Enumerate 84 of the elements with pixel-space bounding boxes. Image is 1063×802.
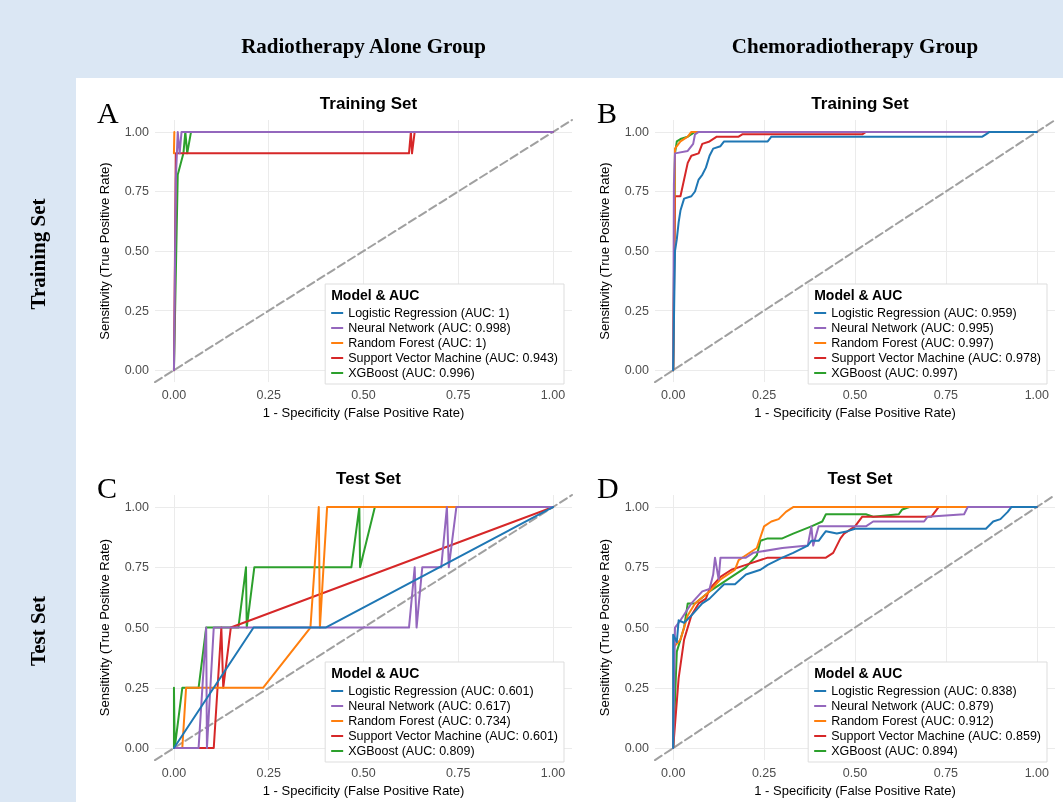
x-tick-label: 0.25	[256, 387, 281, 402]
legend-label: XGBoost (AUC: 0.809)	[348, 744, 475, 758]
y-tick-label: 0.50	[124, 244, 150, 259]
chart-title: Training Set	[319, 94, 418, 113]
x-tick-label: 1.00	[1024, 387, 1050, 402]
x-tick-label: 0.25	[751, 765, 777, 780]
x-tick-label: 1.00	[540, 765, 566, 780]
legend-label: XGBoost (AUC: 0.996)	[348, 366, 475, 380]
legend-label: Neural Network (AUC: 0.998)	[348, 321, 511, 335]
y-tick-label: 0.75	[624, 560, 650, 575]
x-tick-label: 0.75	[933, 765, 959, 780]
x-axis-title: 1 - Specificity (False Positive Rate)	[262, 783, 465, 798]
y-axis-title: Sensitivity (True Positive Rate)	[97, 538, 112, 717]
y-tick-label: 0.25	[124, 303, 150, 318]
legend-label: XGBoost (AUC: 0.894)	[831, 744, 958, 758]
x-tick-label: 0.75	[933, 387, 959, 402]
legend-label: Logistic Regression (AUC: 0.601)	[348, 684, 534, 698]
x-axis-title: 1 - Specificity (False Positive Rate)	[262, 405, 465, 420]
y-axis-title: Sensitivity (True Positive Rate)	[597, 162, 612, 340]
text: Training Set	[25, 198, 51, 310]
x-tick-label: 0.00	[161, 387, 187, 402]
legend-label: Support Vector Machine (AUC: 0.978)	[831, 351, 1041, 365]
chart-title: Training Set	[811, 94, 909, 113]
x-axis-title: 1 - Specificity (False Positive Rate)	[754, 783, 956, 798]
legend-label: Support Vector Machine (AUC: 0.859)	[831, 729, 1041, 743]
text: Radiotherapy Alone Group	[240, 34, 487, 59]
text: A	[97, 95, 119, 129]
y-tick-label: 0.75	[124, 560, 150, 575]
x-tick-label: 1.00	[1024, 765, 1050, 780]
x-axis-title: 1 - Specificity (False Positive Rate)	[754, 405, 956, 420]
y-tick-label: 0.50	[624, 620, 650, 635]
text: B	[597, 95, 618, 129]
x-tick-label: 0.00	[661, 765, 686, 780]
text: Chemoradiotherapy Group	[730, 34, 980, 59]
x-tick-label: 0.00	[661, 387, 686, 402]
legend-title: Model & AUC	[814, 287, 903, 303]
text: Test Set	[25, 595, 51, 666]
x-tick-label: 0.25	[751, 387, 777, 402]
legend-label: XGBoost (AUC: 0.997)	[831, 366, 958, 380]
legend-label: Logistic Regression (AUC: 0.838)	[831, 684, 1017, 698]
y-tick-label: 0.50	[124, 620, 150, 635]
y-tick-label: 0.00	[624, 363, 650, 378]
chart-title: Test Set	[827, 469, 893, 488]
x-tick-label: 0.00	[161, 765, 187, 780]
chart-title: Test Set	[336, 469, 402, 488]
legend-label: Logistic Regression (AUC: 0.959)	[831, 306, 1017, 320]
x-tick-label: 0.75	[446, 387, 471, 402]
y-tick-label: 1.00	[124, 124, 150, 139]
x-tick-label: 0.50	[351, 765, 376, 780]
y-tick-label: 1.00	[624, 500, 650, 515]
legend-label: Support Vector Machine (AUC: 0.601)	[348, 729, 558, 743]
legend-label: Random Forest (AUC: 0.912)	[831, 714, 994, 728]
legend-label: Support Vector Machine (AUC: 0.943)	[348, 351, 558, 365]
x-tick-label: 0.50	[842, 765, 868, 780]
y-tick-label: 1.00	[624, 124, 650, 139]
legend-label: Random Forest (AUC: 0.997)	[831, 336, 994, 350]
x-tick-label: 0.50	[842, 387, 868, 402]
legend-label: Random Forest (AUC: 0.734)	[348, 714, 511, 728]
legend-label: Neural Network (AUC: 0.995)	[831, 321, 994, 335]
legend-label: Neural Network (AUC: 0.617)	[348, 699, 511, 713]
y-axis-title: Sensitivity (True Positive Rate)	[597, 538, 612, 717]
legend-label: Neural Network (AUC: 0.879)	[831, 699, 994, 713]
text: D	[597, 470, 619, 504]
y-tick-label: 0.00	[124, 741, 150, 756]
y-tick-label: 0.00	[624, 741, 650, 756]
x-tick-label: 0.75	[446, 765, 471, 780]
text: C	[97, 470, 118, 504]
y-tick-label: 0.25	[624, 303, 650, 318]
x-tick-label: 1.00	[540, 387, 566, 402]
legend-title: Model & AUC	[331, 287, 420, 303]
y-axis-title: Sensitivity (True Positive Rate)	[97, 162, 112, 340]
y-tick-label: 0.25	[124, 680, 150, 695]
y-tick-label: 0.00	[124, 363, 150, 378]
y-tick-label: 0.25	[624, 680, 650, 695]
legend-title: Model & AUC	[331, 665, 420, 681]
legend-title: Model & AUC	[814, 665, 903, 681]
legend-label: Logistic Regression (AUC: 1)	[348, 306, 510, 320]
legend-label: Random Forest (AUC: 1)	[348, 336, 487, 350]
x-tick-label: 0.25	[256, 765, 281, 780]
y-tick-label: 0.75	[124, 184, 150, 199]
y-tick-label: 0.50	[624, 244, 650, 259]
y-tick-label: 1.00	[124, 500, 150, 515]
x-tick-label: 0.50	[351, 387, 376, 402]
y-tick-label: 0.75	[624, 184, 650, 199]
